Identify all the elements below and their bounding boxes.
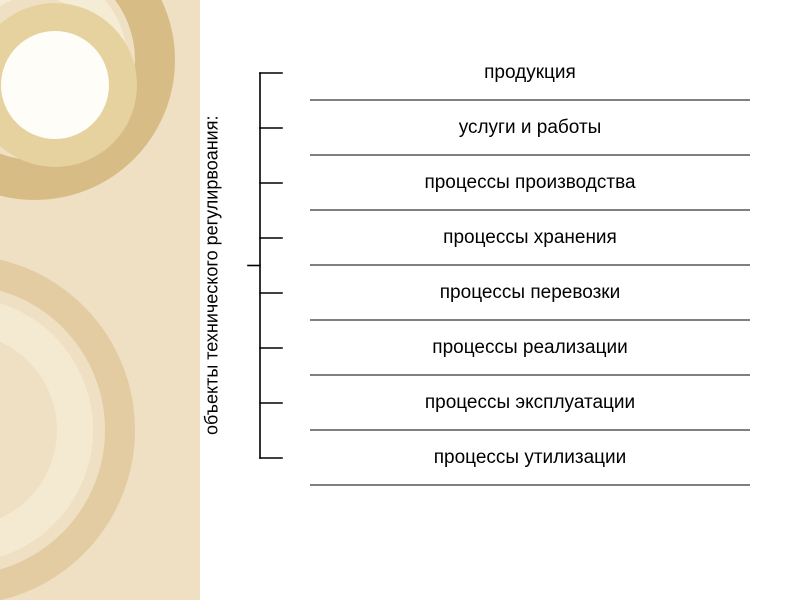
list-item: процессы эксплуатации: [310, 390, 750, 445]
item-label: процессы производства: [310, 170, 750, 198]
items-list: продукция услуги и работы процессы произво…: [310, 60, 750, 500]
list-item: процессы перевозки: [310, 280, 750, 335]
item-underline: [310, 154, 750, 156]
item-underline: [310, 99, 750, 101]
bg-arc-lower2: [0, 315, 75, 545]
bg-disc-outer: [0, 3, 137, 167]
item-label: процессы реализации: [310, 335, 750, 363]
bg-stripe: [0, 0, 200, 600]
list-item: процессы производства: [310, 170, 750, 225]
bg-ring-outer: [0, 0, 155, 180]
list-item: процессы реализации: [310, 335, 750, 390]
item-underline: [310, 484, 750, 486]
item-underline: [310, 429, 750, 431]
item-underline: [310, 374, 750, 376]
item-label: процессы эксплуатации: [310, 390, 750, 418]
decorative-background: [0, 0, 200, 600]
item-label: процессы хранения: [310, 225, 750, 253]
bg-ring-mid: [0, 0, 113, 138]
diagram-area: объекты технического регулирвоания: прод…: [200, 60, 760, 540]
bracket-svg: [246, 60, 306, 500]
item-label: процессы утилизации: [310, 445, 750, 473]
item-underline: [310, 319, 750, 321]
list-item: процессы хранения: [310, 225, 750, 280]
item-label: процессы перевозки: [310, 280, 750, 308]
item-label: услуги и работы: [310, 115, 750, 143]
list-item: продукция: [310, 60, 750, 115]
item-label: продукция: [310, 60, 750, 88]
vertical-axis-label: объекты технического регулирвоания:: [201, 115, 224, 434]
item-underline: [310, 264, 750, 266]
bg-disc-inner: [1, 31, 109, 139]
vertical-axis-label-wrap: объекты технического регулирвоания:: [182, 60, 242, 490]
item-underline: [310, 209, 750, 211]
bracket-group: [248, 73, 282, 458]
bg-arc-lower: [0, 270, 120, 590]
list-item: процессы утилизации: [310, 445, 750, 500]
list-item: услуги и работы: [310, 115, 750, 170]
